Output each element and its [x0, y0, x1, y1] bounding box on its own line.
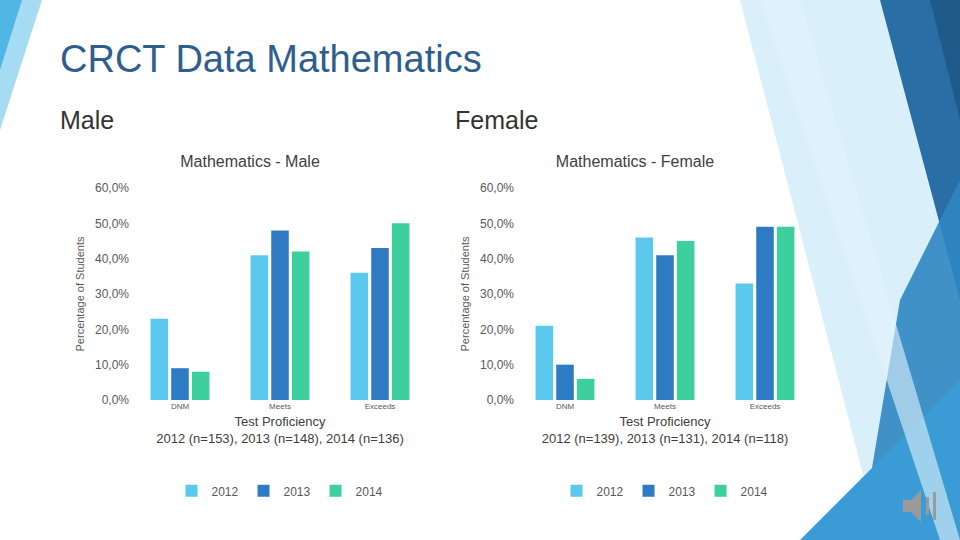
svg-text:2012: 2012 — [597, 485, 624, 499]
svg-text:2013: 2013 — [284, 485, 311, 499]
html-text:CRCT Data Mathematics: CRCT Data Mathematics — [60, 38, 482, 80]
svg-text:20,0%: 20,0% — [480, 323, 514, 337]
svg-text:30,0%: 30,0% — [95, 287, 129, 301]
svg-text:50,0%: 50,0% — [480, 217, 514, 231]
svg-text:Percentage of Students: Percentage of Students — [74, 236, 86, 351]
svg-text:10,0%: 10,0% — [480, 358, 514, 372]
svg-text:Test Proficiency2012 (n=139),: Test Proficiency2012 (n=139), 2013 (n=13… — [542, 414, 789, 446]
html-text:Male: Male — [60, 106, 115, 134]
html-text:Female: Female — [455, 106, 539, 134]
svg-text:Meets: Meets — [269, 402, 291, 411]
svg-text:50,0%: 50,0% — [95, 217, 129, 231]
svg-text:30,0%: 30,0% — [480, 287, 514, 301]
svg-text:Mathematics - Female: Mathematics - Female — [556, 153, 714, 170]
svg-text:60,0%: 60,0% — [480, 181, 514, 195]
svg-text:20,0%: 20,0% — [95, 323, 129, 337]
svg-text:Exceeds: Exceeds — [750, 402, 781, 411]
svg-text:0,0%: 0,0% — [487, 393, 515, 407]
svg-text:2014: 2014 — [356, 485, 383, 499]
svg-text:0,0%: 0,0% — [102, 393, 130, 407]
svg-text:Meets: Meets — [654, 402, 676, 411]
svg-text:DNM: DNM — [171, 402, 190, 411]
svg-text:2012: 2012 — [212, 485, 239, 499]
svg-text:Percentage of Students: Percentage of Students — [459, 236, 471, 351]
svg-text:2013: 2013 — [669, 485, 696, 499]
svg-text:40,0%: 40,0% — [95, 252, 129, 266]
svg-text:Test Proficiency2012 (n=153),: Test Proficiency2012 (n=153), 2013 (n=14… — [156, 414, 404, 446]
svg-text:60,0%: 60,0% — [95, 181, 129, 195]
svg-text:DNM: DNM — [556, 402, 575, 411]
svg-text:40,0%: 40,0% — [480, 252, 514, 266]
svg-text:Mathematics - Male: Mathematics - Male — [180, 153, 320, 170]
svg-text:2014: 2014 — [741, 485, 768, 499]
svg-text:10,0%: 10,0% — [95, 358, 129, 372]
svg-text:Exceeds: Exceeds — [365, 402, 396, 411]
